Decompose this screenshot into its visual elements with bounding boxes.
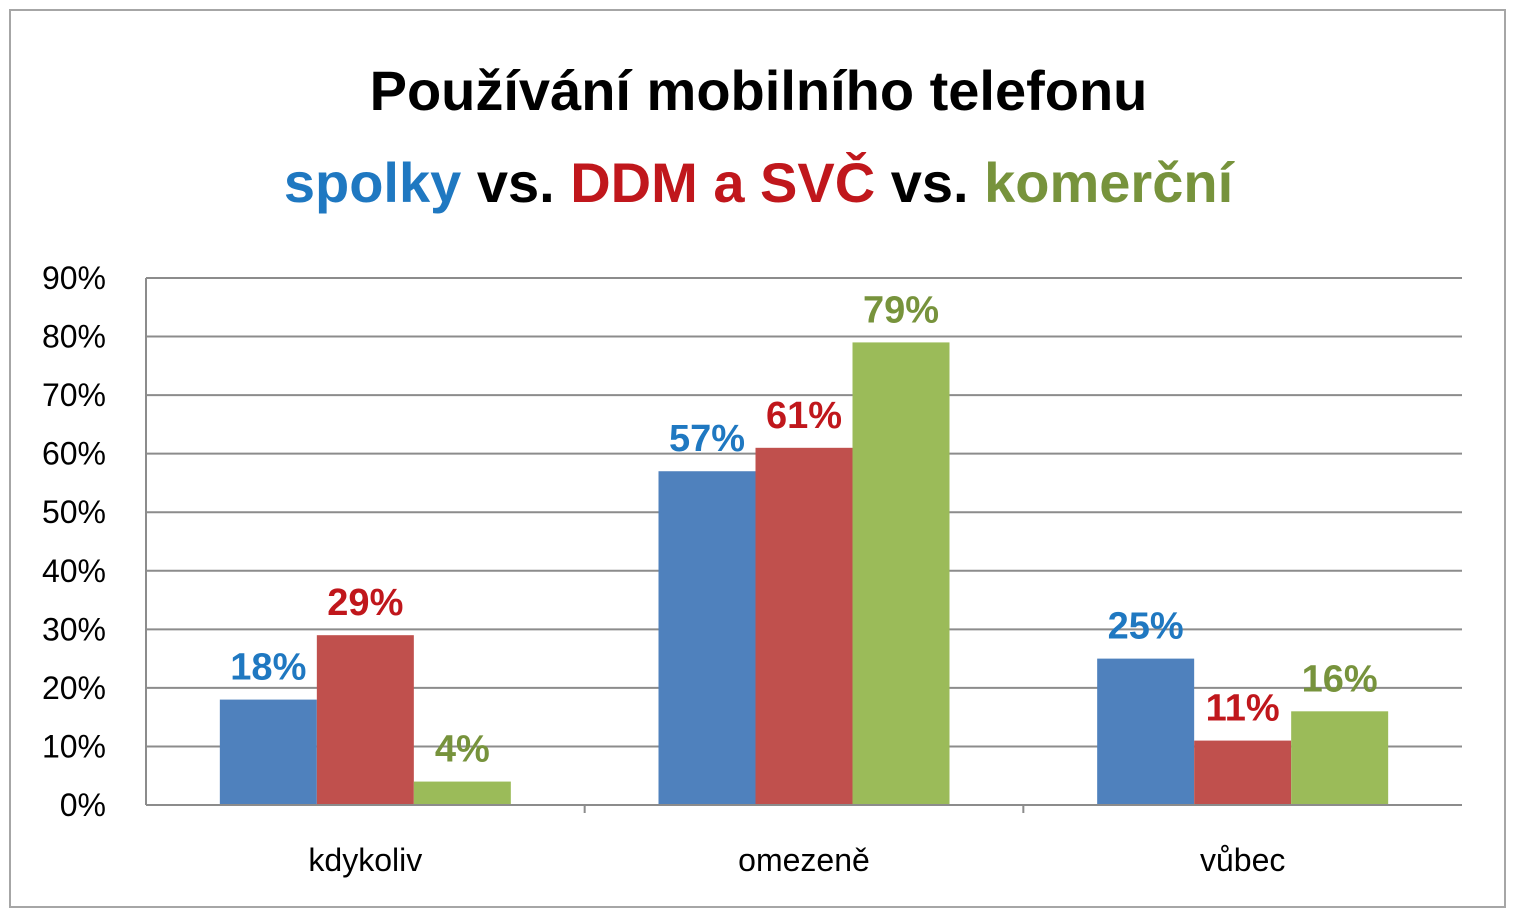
y-tick-label: 70% bbox=[42, 377, 106, 413]
data-label: 11% bbox=[1206, 688, 1280, 730]
subtitle-part-vs-1: vs. bbox=[461, 151, 571, 214]
data-label: 16% bbox=[1302, 658, 1378, 700]
y-tick-label: 50% bbox=[42, 494, 106, 530]
bar bbox=[413, 781, 511, 805]
subtitle-part-ddm: DDM a SVČ bbox=[570, 151, 876, 214]
data-label: 18% bbox=[230, 647, 306, 689]
bar bbox=[1194, 740, 1292, 805]
subtitle-part-vs-2: vs. bbox=[875, 151, 985, 214]
y-axis: 0% 10% 20% 30% 40% 50% 60% 70% 80% 90% bbox=[42, 260, 147, 823]
bar bbox=[852, 342, 950, 805]
chart-subtitle: spolky vs. DDM a SVČ vs. komerční bbox=[0, 150, 1517, 215]
y-tick-label: 30% bbox=[42, 611, 106, 647]
data-label: 57% bbox=[669, 418, 745, 460]
subtitle-part-komercni: komerční bbox=[984, 151, 1234, 214]
bar bbox=[219, 699, 317, 805]
bar bbox=[658, 471, 756, 805]
subtitle-part-spolky: spolky bbox=[283, 151, 462, 214]
y-tick-label: 0% bbox=[60, 787, 106, 823]
x-tick-label: vůbec bbox=[1200, 842, 1285, 878]
x-axis: kdykoliv omezeně vůbec bbox=[146, 804, 1462, 878]
y-tick-label: 40% bbox=[42, 553, 106, 589]
x-tick-label: kdykoliv bbox=[308, 842, 422, 878]
data-label: 79% bbox=[863, 289, 939, 331]
bars bbox=[219, 342, 1389, 805]
bar bbox=[755, 447, 853, 805]
x-tick-label: omezeně bbox=[738, 842, 870, 878]
data-labels: 18% 29% 4% 57% 61% 79% 25% 11% 16% bbox=[230, 289, 1377, 770]
bar bbox=[1097, 658, 1195, 805]
y-tick-label: 90% bbox=[42, 260, 106, 296]
data-label: 25% bbox=[1108, 606, 1184, 648]
y-tick-label: 10% bbox=[42, 728, 106, 764]
chart-title: Používání mobilního telefonu bbox=[369, 59, 1148, 122]
data-label: 61% bbox=[766, 395, 842, 437]
y-tick-label: 80% bbox=[42, 319, 106, 355]
data-label: 4% bbox=[435, 729, 490, 771]
y-tick-label: 60% bbox=[42, 436, 106, 472]
data-label: 29% bbox=[327, 582, 403, 624]
y-tick-label: 20% bbox=[42, 670, 106, 706]
bar bbox=[316, 635, 414, 805]
bar bbox=[1291, 711, 1389, 805]
